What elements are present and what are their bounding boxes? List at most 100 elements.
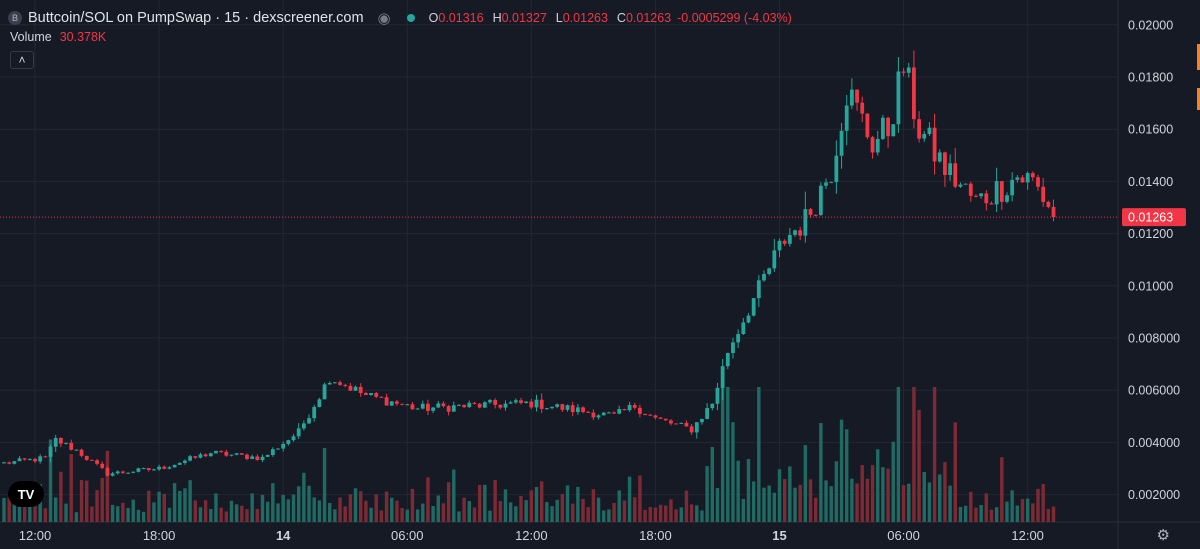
candle-body [198, 454, 203, 458]
y-tick-label: 0.004000 [1128, 436, 1180, 450]
gear-icon[interactable]: ⚙ [1156, 527, 1170, 544]
candle-body [115, 471, 120, 474]
candle-body [141, 468, 146, 470]
symbol-title[interactable]: Buttcoin/SOL on PumpSwap · 15 · dexscree… [28, 10, 364, 26]
candle-body [979, 193, 984, 197]
candle-body [126, 472, 130, 474]
volume-bar [627, 476, 632, 522]
candle-body [400, 403, 404, 405]
candle-body [958, 184, 963, 187]
candle-body [663, 418, 668, 421]
volume-bar [400, 507, 404, 522]
volume-bar [943, 462, 947, 522]
candle-body [157, 466, 161, 470]
volume-bar [808, 479, 813, 522]
candle-body [643, 413, 647, 415]
candle-body [684, 422, 689, 427]
candle-body [917, 119, 921, 139]
side-tab-top[interactable] [1197, 44, 1200, 70]
candle-body [498, 404, 503, 408]
volume-bar [803, 445, 808, 522]
candle-body [586, 411, 591, 413]
volume-bar [193, 500, 197, 522]
y-tick-label: 0.01800 [1128, 70, 1173, 84]
candle-body [457, 404, 461, 406]
volume-bar [457, 511, 461, 522]
volume-bar [633, 497, 637, 522]
ohlc-high: H0.01327 [492, 11, 547, 25]
volume-bar [100, 477, 104, 522]
candle-body [669, 420, 673, 424]
volume-bar [110, 504, 115, 522]
volume-bar [813, 497, 818, 522]
y-tick-label: 0.01600 [1128, 123, 1173, 137]
volume-bar [695, 505, 699, 522]
volume-bar [917, 409, 921, 522]
volume-legend: Volume 30.378K [10, 30, 106, 44]
candle-body [105, 467, 110, 476]
candle-body [539, 399, 544, 409]
ohlc-values: O0.01316 H0.01327 L0.01263 C0.01263 [429, 11, 672, 25]
volume-bar [550, 506, 554, 522]
volume-bar [121, 502, 125, 522]
volume-bar [1036, 488, 1040, 522]
candle-body [296, 428, 301, 437]
candle-body [741, 322, 746, 335]
ohlc-close: C0.01263 [616, 11, 672, 25]
candle-body [1036, 177, 1040, 187]
candle-body [896, 71, 901, 125]
candle-body [736, 334, 741, 343]
candle-body [746, 315, 751, 323]
volume-bar [95, 490, 99, 522]
collapse-legend-button[interactable]: ˄ [10, 51, 34, 69]
candle-body [343, 384, 348, 386]
candle-body [379, 396, 384, 398]
side-tab-middle[interactable] [1197, 88, 1200, 110]
candle-body [426, 403, 430, 411]
candle-body [508, 402, 513, 404]
candle-body [239, 453, 244, 455]
candle-body [968, 183, 973, 196]
candle-body [524, 401, 529, 403]
volume-bar [612, 502, 616, 522]
eye-icon[interactable]: ◉ [377, 10, 391, 27]
volume-bar [307, 485, 311, 522]
volume-bar [700, 510, 704, 522]
volume-bar [452, 469, 456, 522]
volume-bar [860, 465, 864, 522]
ohlc-open: O0.01316 [428, 11, 484, 25]
candle-body [136, 468, 141, 472]
candle-body [974, 195, 978, 197]
tradingview-logo-icon[interactable]: TV [8, 481, 44, 507]
volume-bar [2, 498, 6, 522]
volume-bar [328, 502, 332, 522]
chevron-up-icon: ˄ [18, 53, 26, 67]
volume-bar [234, 504, 239, 522]
candle-body [374, 393, 379, 397]
candle-body [731, 342, 735, 354]
candle-body [188, 456, 193, 461]
volume-bar [1005, 501, 1009, 522]
candle-body [870, 137, 875, 153]
volume-bar [751, 481, 756, 522]
volume-bar [643, 509, 647, 522]
candle-body [301, 423, 306, 429]
candle-body [612, 412, 616, 414]
volume-bar [772, 492, 777, 522]
candle-body [994, 181, 999, 205]
candle-body [932, 127, 937, 162]
ohlc-low: L0.01263 [555, 11, 608, 25]
volume-bar [788, 466, 792, 522]
candle-body [503, 403, 508, 408]
volume-bar [183, 488, 187, 522]
volume-bar [255, 508, 260, 522]
candle-body [167, 467, 172, 469]
candle-body [617, 409, 622, 414]
candle-body [1010, 179, 1015, 196]
candle-body [431, 407, 436, 411]
volume-bar [529, 490, 534, 522]
candle-body [74, 449, 79, 451]
candle-body [415, 408, 420, 410]
x-tick-label: 14 [276, 528, 291, 543]
